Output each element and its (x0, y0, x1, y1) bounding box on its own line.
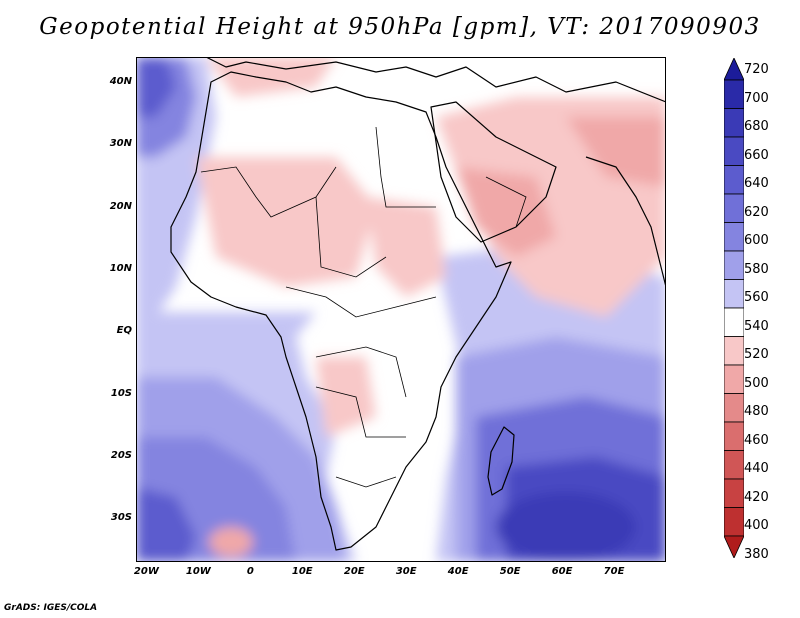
border-line (200, 166, 337, 218)
colorbar-swatch (724, 364, 744, 394)
colorbar-label: 460 (744, 432, 769, 448)
colorbar-swatch (724, 250, 744, 280)
east-africa-low-field (366, 197, 446, 297)
border-line (285, 286, 437, 318)
colorbar-label: 640 (744, 176, 769, 192)
border-line (315, 386, 406, 438)
colorbar-swatch (724, 336, 744, 366)
colorbar-label: 600 (744, 233, 769, 249)
colorbar-label: 540 (744, 318, 769, 334)
arabia-coastline (430, 101, 557, 243)
europe-coastline (205, 57, 666, 103)
chart-title: Geopotential Height at 950hPa [gpm], VT:… (39, 14, 761, 40)
south-atlantic-low-cell (209, 527, 253, 557)
coastline-layer (170, 57, 666, 551)
lon-label: 10E (291, 566, 313, 577)
sahara-low-field (196, 157, 376, 287)
lon-label: 40E (447, 566, 469, 577)
colorbar-label: 580 (744, 261, 769, 277)
colorbar-swatch (724, 136, 744, 166)
footer-credit: GrADS: IGES/COLA (4, 603, 98, 613)
colorbar-label: 440 (744, 461, 769, 477)
colorbar-label: 620 (744, 204, 769, 220)
colorbar-swatch (724, 222, 744, 252)
persia-low-field (566, 117, 666, 187)
colorbar-swatch (724, 108, 744, 138)
arabia-deeper-low-field (456, 167, 556, 257)
colorbar-swatch (724, 279, 744, 309)
colorbar-label: 500 (744, 375, 769, 391)
colorbar-swatch (724, 393, 744, 423)
lat-label: 20S (110, 450, 132, 461)
colorbar-swatch (724, 165, 744, 195)
atlantic-sw-peak-field (136, 487, 196, 562)
lon-label: 10W (185, 566, 211, 577)
lat-label: 30N (109, 138, 132, 150)
lon-label: 20W (133, 566, 159, 577)
colorbar-label: 400 (744, 518, 769, 534)
colorbar-swatch (724, 421, 744, 451)
colorbar-arrow-bottom (724, 535, 744, 558)
colorbar-arrow-top (724, 58, 744, 81)
colorbar-swatch (724, 507, 744, 537)
lon-label: 60E (551, 566, 573, 577)
madagascar-coastline (487, 426, 515, 496)
colorbar-label: 380 (744, 546, 769, 562)
lat-label: 10S (110, 387, 132, 399)
lon-label: 0 (246, 566, 254, 577)
lat-label: 40N (109, 75, 132, 87)
colorbar-label: 420 (744, 489, 769, 505)
lon-label: 20E (343, 566, 365, 577)
colorbar-swatch (724, 79, 744, 109)
colorbar-label: 660 (744, 147, 769, 163)
map-frame-border (136, 57, 666, 562)
border-layer (200, 126, 527, 488)
lat-label: EQ (116, 325, 132, 337)
colorbar-label: 700 (744, 90, 769, 106)
africa-coastline (170, 71, 512, 551)
lon-label: 70E (603, 566, 625, 577)
lat-label: 20N (109, 200, 132, 212)
border-line (335, 476, 397, 488)
colorbar-label: 480 (744, 404, 769, 420)
india-coastline (585, 156, 666, 288)
lat-label: 30S (110, 512, 132, 524)
border-line (315, 346, 407, 398)
lon-label: 50E (499, 566, 521, 577)
colorbar-label: 720 (744, 62, 769, 78)
lon-label: 30E (395, 566, 417, 577)
border-line (375, 126, 436, 208)
colorbar-swatch (724, 307, 744, 337)
indian-ocean-high-core (496, 492, 636, 562)
colorbar (724, 58, 744, 558)
colorbar-swatch (724, 193, 744, 223)
colorbar-label: 520 (744, 347, 769, 363)
atlantic-nw-peak-field (136, 57, 176, 117)
lat-label: 10N (109, 262, 132, 274)
colorbar-label: 560 (744, 290, 769, 306)
colorbar-label: 680 (744, 119, 769, 135)
border-line (485, 176, 527, 228)
geopotential-map (136, 57, 666, 562)
colorbar-swatch (724, 450, 744, 480)
colorbar-swatch (724, 478, 744, 508)
border-line (315, 196, 387, 278)
